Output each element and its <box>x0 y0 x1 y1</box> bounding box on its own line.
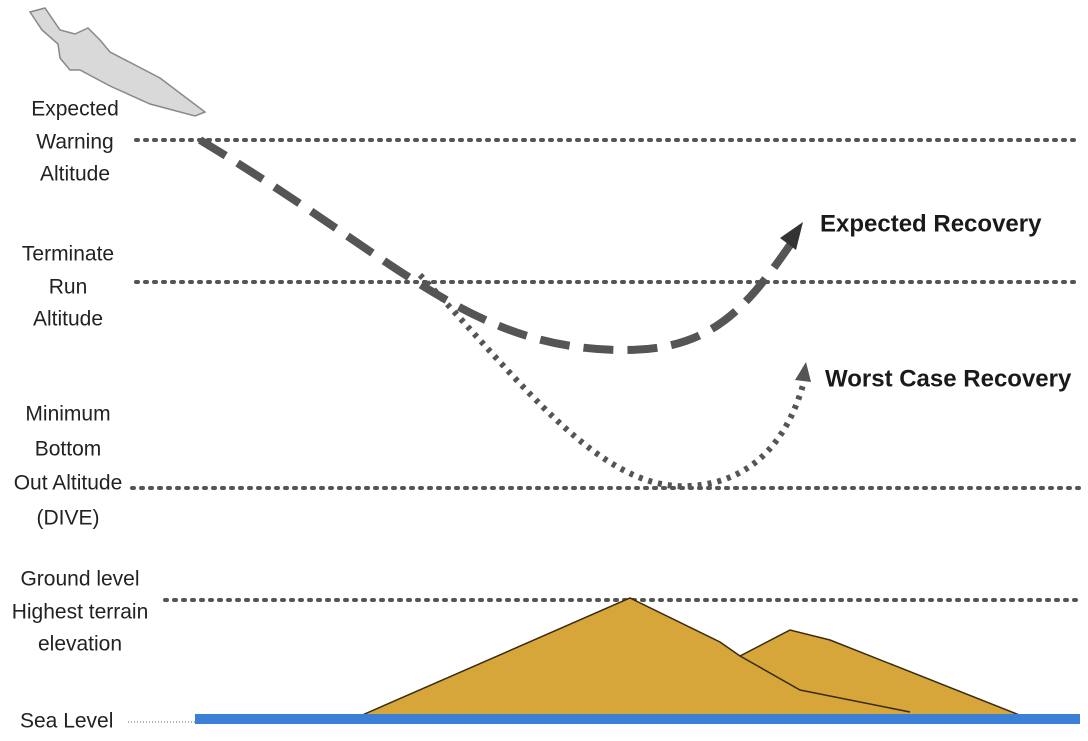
altitude-label: Run <box>49 276 88 299</box>
expected-recovery-arrow <box>780 222 803 250</box>
recovery-label: Worst Case Recovery <box>825 365 1072 392</box>
terrain <box>360 598 1022 716</box>
altitude-label: elevation <box>38 633 122 656</box>
altitude-label: Ground level <box>20 568 139 591</box>
expected-recovery-path <box>200 140 790 350</box>
altitude-label: Warning <box>36 131 113 154</box>
altitude-label: Out Altitude <box>14 472 123 495</box>
altitude-label: Sea Level <box>20 710 113 733</box>
altitude-label: Altitude <box>33 308 103 331</box>
sea-level-bar <box>195 714 1080 724</box>
altitude-label: Altitude <box>40 163 110 186</box>
altitude-label: Minimum <box>25 403 110 426</box>
recovery-label: Expected Recovery <box>820 210 1042 237</box>
worst-case-path <box>420 275 803 486</box>
dive-recovery-diagram: Expected Warning Altitude Terminate Run … <box>0 0 1088 741</box>
worst-case-arrow <box>795 362 811 382</box>
altitude-label: Bottom <box>35 438 102 461</box>
altitude-label: Expected <box>31 98 119 121</box>
altitude-label: Terminate <box>22 243 114 266</box>
altitude-label: (DIVE) <box>37 507 100 530</box>
altitude-label: Highest terrain <box>12 601 149 624</box>
